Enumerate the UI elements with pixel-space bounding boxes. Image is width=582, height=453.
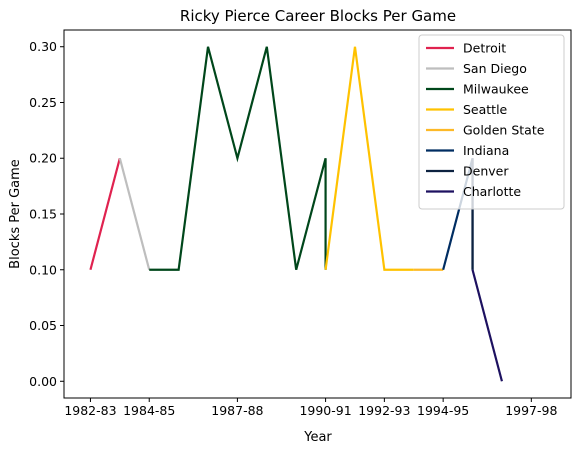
y-tick-label: 0.00 (29, 374, 57, 389)
legend-label-san-diego: San Diego (463, 61, 527, 76)
series-line-san-diego (118, 157, 151, 271)
y-tick-label: 0.25 (29, 95, 57, 110)
x-tick-label: 1984-85 (123, 403, 175, 418)
legend-label-indiana: Indiana (463, 143, 509, 158)
x-tick-label: 1994-95 (417, 403, 469, 418)
x-tick-label: 1987-88 (211, 403, 263, 418)
series-line-charlotte (471, 269, 503, 382)
y-tick-label: 0.20 (29, 151, 57, 166)
x-tick-label: 1992-93 (358, 403, 410, 418)
legend-box (418, 34, 565, 210)
legend-label-seattle: Seattle (463, 102, 508, 117)
x-tick-label: 1997-98 (505, 403, 557, 418)
series-line-seattle (324, 46, 414, 271)
legend-label-golden-state: Golden State (463, 123, 545, 138)
x-tick-label: 1982-83 (64, 403, 116, 418)
y-axis-label: Blocks Per Game (8, 159, 23, 269)
legend-label-charlotte: Charlotte (463, 184, 521, 199)
x-axis-label: Year (303, 430, 332, 445)
y-tick-label: 0.30 (29, 39, 57, 54)
legend-label-milwaukee: Milwaukee (463, 82, 529, 97)
legend-label-denver: Denver (463, 164, 509, 179)
plot-area-frame (63, 29, 572, 399)
series-line-milwaukee (149, 46, 327, 271)
legend-label-detroit: Detroit (463, 41, 506, 56)
y-tick-label: 0.10 (29, 262, 57, 277)
chart-title: Ricky Pierce Career Blocks Per Game (180, 7, 456, 25)
chart-legend: Detroit San Diego Milwaukee Seattle Golden S… (418, 34, 565, 210)
series-line-detroit (89, 157, 121, 271)
y-tick-label: 0.05 (29, 318, 57, 333)
y-tick-label: 0.15 (29, 207, 57, 222)
x-tick-label: 1990-91 (299, 403, 351, 418)
